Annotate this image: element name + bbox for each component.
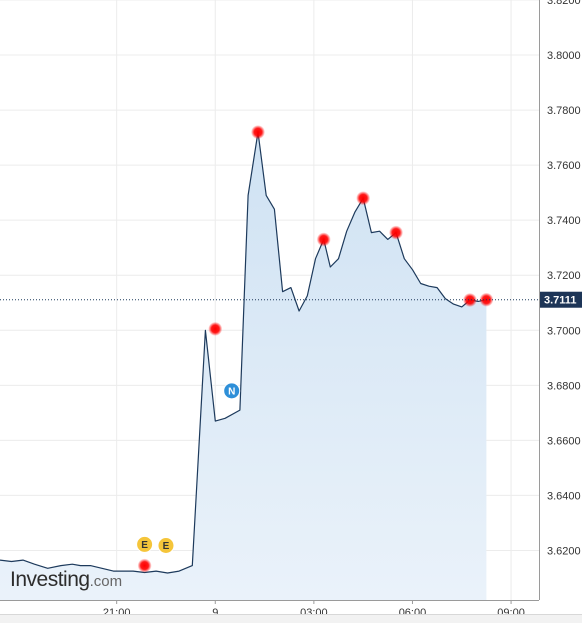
event-badge-label: E: [163, 541, 170, 552]
y-tick-label: 3.6400: [547, 490, 581, 502]
event-badge-e[interactable]: E: [157, 537, 175, 555]
event-badge-circle: [157, 537, 175, 555]
y-tick-label: 3.7400: [547, 215, 581, 227]
logo-main: Investing: [10, 568, 90, 591]
series-line: [0, 131, 487, 574]
event-markers: E E N: [136, 125, 494, 573]
y-tick-label: 3.8000: [547, 50, 581, 62]
current-price-label: 3.7111: [544, 295, 576, 307]
event-badge-e[interactable]: E: [136, 535, 154, 553]
y-tick-label: 3.7000: [547, 325, 581, 337]
logo-suffix: .com: [89, 573, 123, 590]
red-marker-point[interactable]: [462, 293, 477, 307]
y-tick-label: 3.7600: [547, 160, 581, 172]
red-marker-point[interactable]: [208, 321, 223, 336]
red-marker-point[interactable]: [250, 125, 265, 140]
event-badge-label: N: [228, 386, 235, 397]
investing-logo: Investing.com: [10, 568, 122, 592]
red-marker-point[interactable]: [356, 191, 371, 206]
y-tick-label: 3.6200: [547, 545, 581, 557]
event-badge-circle: [223, 382, 241, 400]
x-tick-label: 9: [212, 607, 218, 619]
series-area-fill: [0, 132, 487, 600]
red-marker-point[interactable]: [137, 558, 152, 573]
y-tick-label: 3.6600: [547, 435, 581, 447]
current-price-badge: [540, 291, 582, 308]
y-tick-label: 3.7800: [547, 105, 581, 117]
chart-footer-bar: [0, 614, 582, 623]
y-tick-label: 3.7200: [547, 270, 581, 282]
event-badge-label: E: [141, 540, 148, 551]
y-tick-label: 3.8200: [547, 0, 581, 7]
y-tick-label: 3.6800: [547, 380, 581, 392]
current-price: 3.7111: [0, 291, 582, 308]
red-marker-point[interactable]: [389, 225, 404, 240]
event-badge-n[interactable]: N: [223, 382, 241, 400]
red-marker-point[interactable]: [316, 232, 331, 247]
price-area: [0, 131, 487, 600]
event-badge-circle: [136, 535, 154, 553]
